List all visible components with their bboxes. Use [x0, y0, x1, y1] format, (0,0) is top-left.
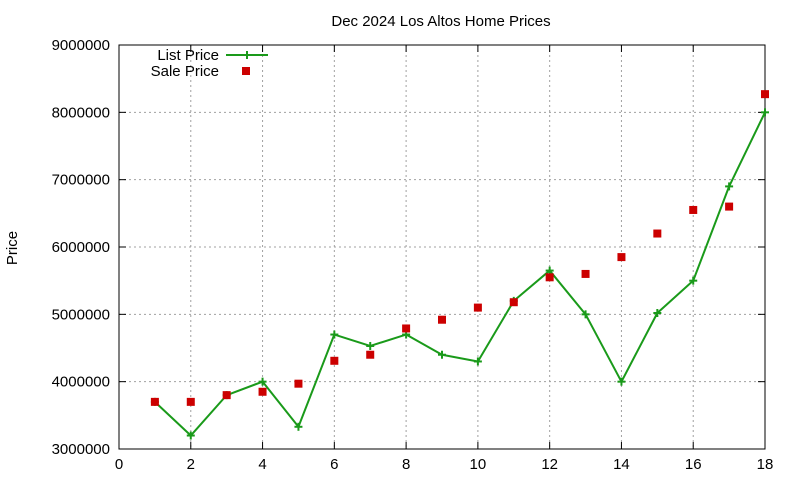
x-tick-label: 8 [402, 456, 410, 473]
sale-price-point [186, 397, 195, 406]
sale-price-point [761, 90, 769, 99]
list-price-point [545, 266, 554, 275]
x-tick-label: 14 [613, 456, 630, 473]
x-tick-label: 18 [757, 456, 774, 473]
sale-price-point [402, 324, 411, 333]
grid [119, 45, 765, 449]
sale-price-point [617, 253, 626, 262]
list-price-point [725, 182, 734, 191]
legend-marker-list-price [243, 51, 251, 59]
list-price-point [617, 377, 626, 386]
x-tick-label: 4 [258, 456, 266, 473]
list-price-point [689, 276, 698, 285]
chart-title: Dec 2024 Los Altos Home Prices [331, 13, 550, 30]
list-price-point [294, 422, 303, 431]
list-price-point [366, 341, 375, 350]
sale-price-point [473, 303, 482, 312]
y-tick-label: 9000000 [52, 37, 110, 54]
x-tick-label: 0 [115, 456, 123, 473]
list-price-point [761, 108, 769, 117]
y-tick-label: 8000000 [52, 104, 110, 121]
list-price-point [653, 308, 662, 317]
y-tick-label: 3000000 [52, 441, 110, 458]
sale-price-point [366, 350, 375, 359]
x-tick-label: 10 [470, 456, 487, 473]
legend-label: Sale Price [151, 63, 219, 80]
sale-price-point [653, 229, 662, 238]
series [150, 90, 769, 440]
tick-labels: 0 2 4 6 8 10 12 14 16 18 3000000 4000000 5000000 6000… [52, 37, 774, 473]
sale-price-point [689, 205, 698, 214]
sale-price-point [581, 269, 590, 278]
x-tick-label: 6 [330, 456, 338, 473]
sale-price-point [330, 356, 339, 365]
axes [118, 44, 766, 450]
sale-price-point [545, 273, 554, 282]
sale-price-point [438, 315, 446, 324]
list-price-point [186, 431, 195, 440]
list-price-point [581, 310, 590, 319]
y-tick-label: 7000000 [52, 172, 110, 189]
sale-price-point [258, 387, 267, 396]
sale-price-point [509, 298, 518, 307]
legend-label: List Price [157, 47, 219, 64]
sale-price-point [725, 202, 734, 211]
list-price-point [258, 377, 267, 386]
list-price-point [438, 350, 446, 359]
plot-frame [118, 44, 766, 450]
y-tick-label: 6000000 [52, 239, 110, 256]
list-price-point [473, 357, 482, 366]
x-tick-label: 16 [685, 456, 702, 473]
x-tick-label: 2 [187, 456, 195, 473]
y-tick-label: 5000000 [52, 306, 110, 323]
sale-price-point [222, 391, 231, 400]
y-axis-label: Price [4, 231, 21, 265]
y-tick-label: 4000000 [52, 374, 110, 391]
x-tick-label: 12 [541, 456, 558, 473]
sale-price-point [294, 379, 303, 388]
list-price-line [154, 111, 766, 437]
legend-marker-sale-price [242, 67, 250, 75]
sale-price-point [150, 397, 159, 406]
list-price-point [330, 330, 339, 339]
